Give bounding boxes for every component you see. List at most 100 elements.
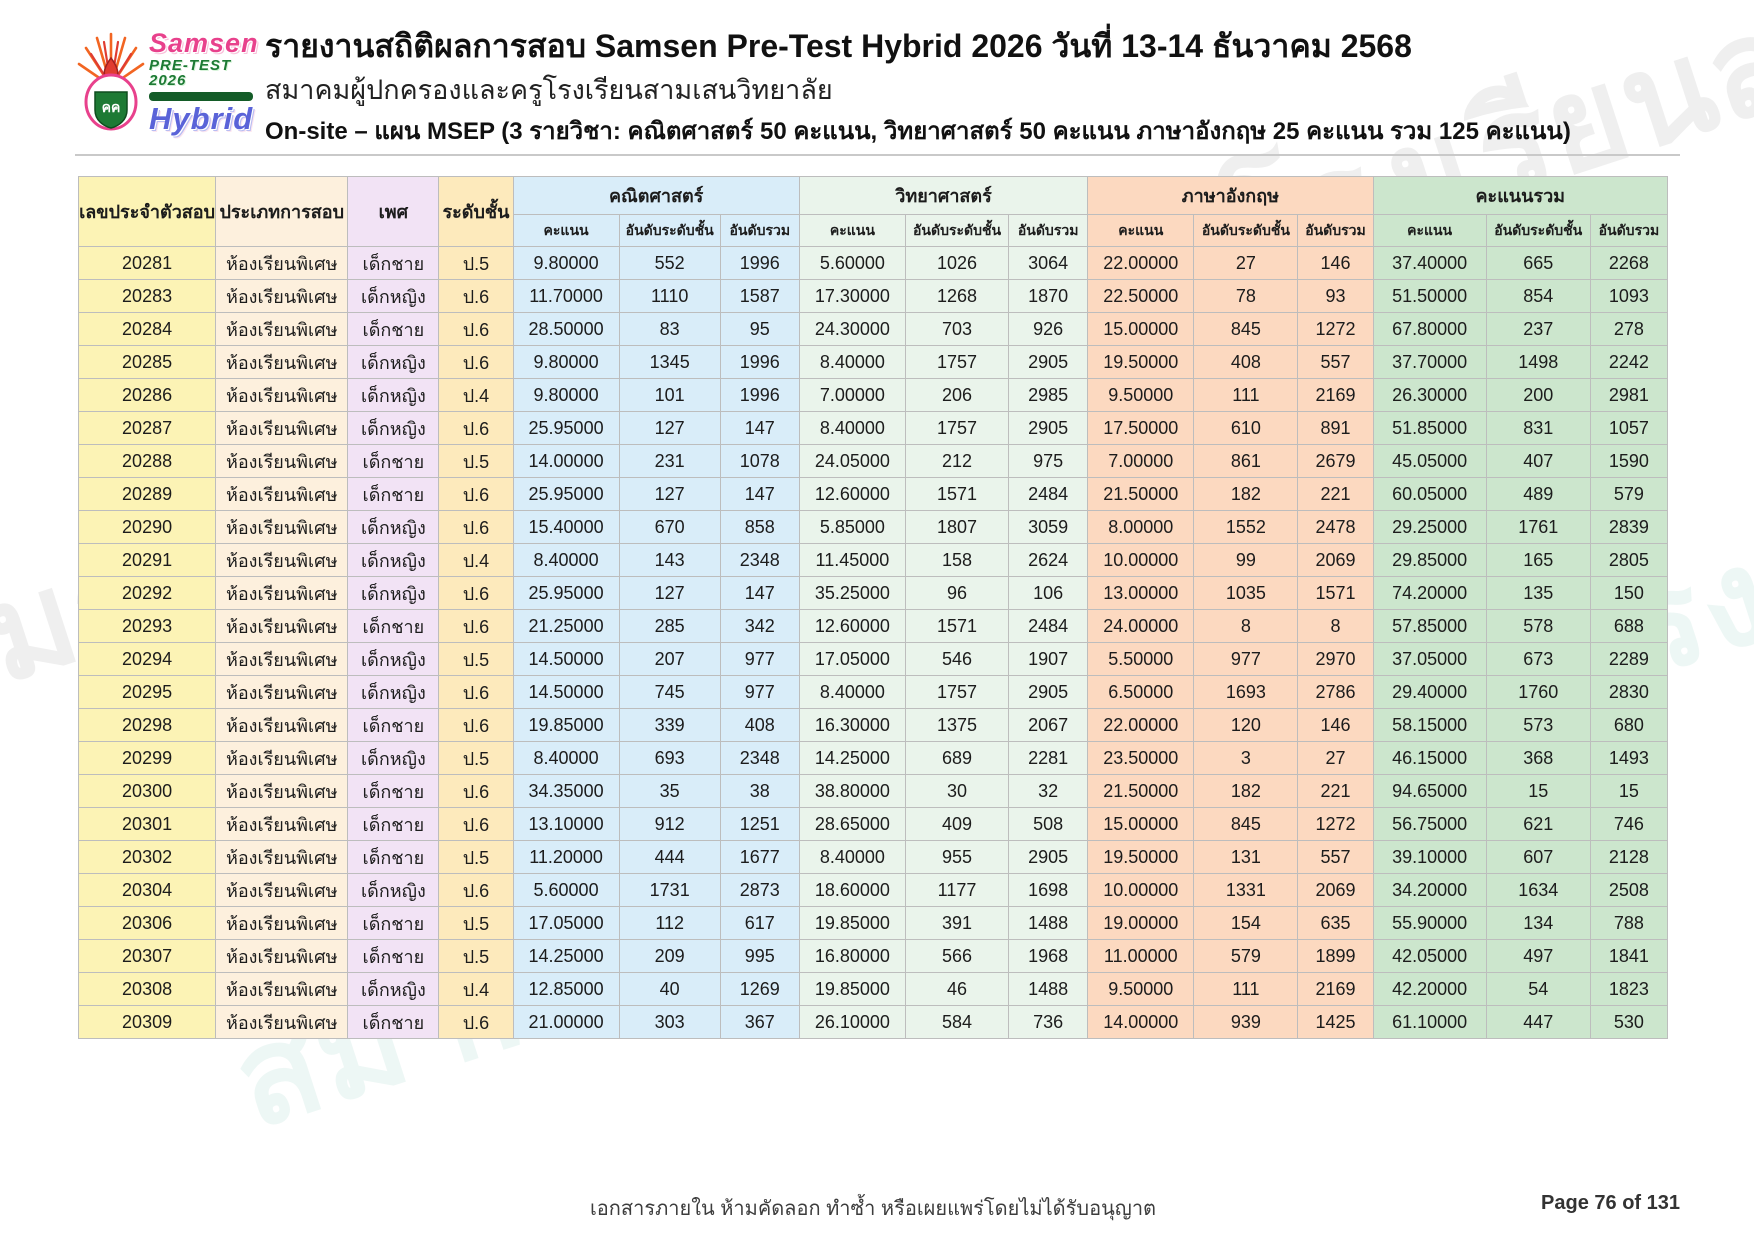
total-rank-overall-cell: 2289 [1589,642,1669,676]
total-score-cell: 56.75000 [1372,807,1487,841]
logo-text: Samsen PRE-TEST 2026 Hybrid [149,30,269,134]
science-score-cell: 12.60000 [798,477,906,511]
total-rank-grade-cell: 607 [1485,840,1591,874]
math-rank-grade-cell: 552 [618,246,721,280]
science-rank-overall-cell: 2484 [1008,477,1089,511]
english-score-cell: 15.00000 [1087,807,1195,841]
math-rank-overall-cell: 408 [719,708,800,742]
english-score-cell: 19.00000 [1087,906,1195,940]
math-score-cell: 13.10000 [512,807,620,841]
table-row: 20298 ห้องเรียนพิเศษ เด็กชาย ป.6 19.85000 339… [77,708,1669,742]
science-rank-grade-cell: 566 [904,939,1010,973]
total-rank-grade-cell: 134 [1485,906,1591,940]
math-score-cell: 19.85000 [512,708,620,742]
exam-id-cell: 20298 [77,708,217,742]
english-score-cell: 19.50000 [1087,345,1195,379]
logo-green-bar [149,92,253,101]
english-rank-grade-cell: 1552 [1193,510,1299,544]
english-rank-grade-cell: 182 [1193,774,1299,808]
table-row: 20295 ห้องเรียนพิเศษ เด็กหญิง ป.6 14.50000 74… [77,675,1669,709]
table-row: 20299 ห้องเรียนพิเศษ เด็กหญิง ป.5 8.40000 693… [77,741,1669,775]
math-rank-grade-cell: 1110 [618,279,721,313]
samsen-pretest-logo: คค Samsen PRE-TEST 2026 Hybrid [75,28,265,134]
english-rank-overall-cell: 2069 [1297,873,1374,907]
exam-id-cell: 20307 [77,939,217,973]
grade-cell: ป.5 [438,840,514,874]
science-rank-grade-cell: 1807 [904,510,1010,544]
science-rank-overall-cell: 736 [1008,1005,1089,1039]
math-rank-grade-cell: 912 [618,807,721,841]
math-rank-grade-cell: 693 [618,741,721,775]
sub-header-total-rank-grade: อันดับระดับชั้น [1485,214,1591,247]
exam-type-cell: ห้องเรียนพิเศษ [215,873,349,907]
english-rank-overall-cell: 1272 [1297,807,1374,841]
math-rank-overall-cell: 2348 [719,741,800,775]
science-rank-grade-cell: 1571 [904,477,1010,511]
english-score-cell: 19.50000 [1087,840,1195,874]
english-score-cell: 8.00000 [1087,510,1195,544]
col-header-exam-id: เลขประจำตัวสอบ [77,176,217,247]
gender-cell: เด็กหญิง [347,543,440,577]
math-rank-overall-cell: 617 [719,906,800,940]
total-rank-overall-cell: 1590 [1589,444,1669,478]
total-rank-grade-cell: 200 [1485,378,1591,412]
science-score-cell: 17.30000 [798,279,906,313]
math-rank-grade-cell: 745 [618,675,721,709]
total-score-cell: 94.65000 [1372,774,1487,808]
english-rank-overall-cell: 146 [1297,246,1374,280]
science-rank-overall-cell: 926 [1008,312,1089,346]
gender-cell: เด็กหญิง [347,411,440,445]
table-row: 20284 ห้องเรียนพิเศษ เด็กชาย ป.6 28.50000 83 9… [77,312,1669,346]
exam-type-cell: ห้องเรียนพิเศษ [215,609,349,643]
total-score-cell: 42.05000 [1372,939,1487,973]
grade-cell: ป.5 [438,906,514,940]
sub-header-math-rank-overall: อันดับรวม [719,214,800,247]
science-rank-grade-cell: 30 [904,774,1010,808]
exam-id-cell: 20294 [77,642,217,676]
english-rank-grade-cell: 154 [1193,906,1299,940]
science-rank-grade-cell: 546 [904,642,1010,676]
math-rank-grade-cell: 285 [618,609,721,643]
exam-type-cell: ห้องเรียนพิเศษ [215,708,349,742]
science-score-cell: 11.45000 [798,543,906,577]
english-score-cell: 11.00000 [1087,939,1195,973]
group-header-english: ภาษาอังกฤษ [1087,176,1374,215]
grade-cell: ป.6 [438,1005,514,1039]
sub-header-science-rank-grade: อันดับระดับชั้น [904,214,1010,247]
gender-cell: เด็กหญิง [347,345,440,379]
total-rank-overall-cell: 788 [1589,906,1669,940]
science-rank-grade-cell: 46 [904,972,1010,1006]
exam-id-cell: 20291 [77,543,217,577]
english-score-cell: 17.50000 [1087,411,1195,445]
english-score-cell: 14.00000 [1087,1005,1195,1039]
gender-cell: เด็กหญิง [347,741,440,775]
exam-id-cell: 20293 [77,609,217,643]
english-rank-grade-cell: 27 [1193,246,1299,280]
exam-type-cell: ห้องเรียนพิเศษ [215,939,349,973]
total-rank-grade-cell: 368 [1485,741,1591,775]
math-rank-grade-cell: 231 [618,444,721,478]
science-score-cell: 16.30000 [798,708,906,742]
grade-cell: ป.6 [438,279,514,313]
science-rank-overall-cell: 32 [1008,774,1089,808]
sub-header-english-rank-overall: อันดับรวม [1297,214,1374,247]
total-rank-overall-cell: 746 [1589,807,1669,841]
english-score-cell: 22.00000 [1087,708,1195,742]
exam-type-cell: ห้องเรียนพิเศษ [215,807,349,841]
total-rank-overall-cell: 150 [1589,576,1669,610]
science-rank-grade-cell: 1026 [904,246,1010,280]
math-rank-grade-cell: 339 [618,708,721,742]
title-block: รายงานสถิติผลการสอบ Samsen Pre-Test Hybr… [265,26,1680,147]
total-rank-overall-cell: 1823 [1589,972,1669,1006]
science-score-cell: 26.10000 [798,1005,906,1039]
page-subtitle: สมาคมผู้ปกครองและครูโรงเรียนสามเสนวิทยาล… [265,75,833,105]
table-row: 20304 ห้องเรียนพิเศษ เด็กหญิง ป.6 5.60000 173… [77,873,1669,907]
table-row: 20308 ห้องเรียนพิเศษ เด็กหญิง ป.4 12.85000 40… [77,972,1669,1006]
science-rank-overall-cell: 1907 [1008,642,1089,676]
english-rank-overall-cell: 1425 [1297,1005,1374,1039]
math-rank-overall-cell: 977 [719,642,800,676]
total-rank-overall-cell: 2981 [1589,378,1669,412]
total-score-cell: 60.05000 [1372,477,1487,511]
english-rank-overall-cell: 2970 [1297,642,1374,676]
total-rank-grade-cell: 15 [1485,774,1591,808]
